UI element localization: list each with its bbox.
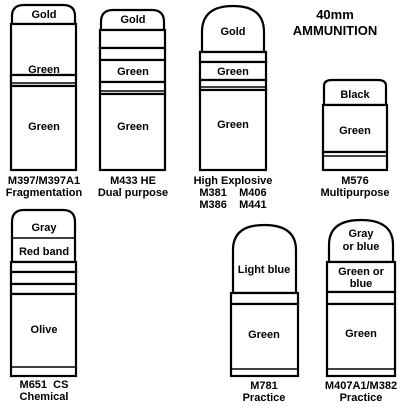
round-m651-section-2: Red band xyxy=(19,246,69,258)
round-m397-section-3: Green xyxy=(28,121,60,133)
round-he-caption-1: High Explosive xyxy=(194,175,273,187)
round-m407a1-section-5: Green xyxy=(345,328,377,340)
round-m433-section-1: Gold xyxy=(120,14,145,26)
title-line-1: 40mm xyxy=(316,7,354,22)
round-high-explosive: Gold Green Green High Explosive M381 M40… xyxy=(194,4,273,211)
round-m407a1-section-4: blue xyxy=(350,278,373,290)
round-he-section-2: Green xyxy=(217,66,249,78)
round-m651-caption-2: Chemical xyxy=(20,391,69,403)
round-m576-section-1: Black xyxy=(340,89,370,101)
round-m397-caption-1: M397/M397A1 xyxy=(8,175,80,187)
round-m781-caption-1: M781 xyxy=(250,380,278,392)
round-m397-caption-2: Fragmentation xyxy=(6,187,83,199)
round-he-caption-3: M386 M441 xyxy=(199,199,266,211)
round-m433-caption-1: M433 HE xyxy=(110,175,156,187)
round-m576-section-2: Green xyxy=(339,125,371,137)
round-m407a1-caption-1: M407A1/M382 xyxy=(325,380,397,392)
round-m397: Gold Green Green M397/M397A1 Fragmentati… xyxy=(6,3,83,199)
round-m433-caption-2: Dual purpose xyxy=(98,187,168,199)
round-m651-section-1: Gray xyxy=(31,222,57,234)
round-m781: Light blue Green M781 Practice xyxy=(229,223,300,404)
round-m576-caption-1: M576 xyxy=(341,175,369,187)
title-line-2: AMMUNITION xyxy=(293,23,378,38)
round-m397-section-2: Green xyxy=(28,64,60,76)
round-m397-section-1: Gold xyxy=(31,9,56,21)
round-he-section-3: Green xyxy=(217,119,249,131)
round-m407a1-section-3: Green or xyxy=(338,266,385,278)
round-m576: Black Green M576 Multipurpose xyxy=(320,78,390,199)
round-m651-section-3: Olive xyxy=(31,324,58,336)
round-m781-section-2: Green xyxy=(248,329,280,341)
round-m433-section-3: Green xyxy=(117,121,149,133)
round-m651: Gray Red band Olive M651 CS Chemical xyxy=(9,208,78,403)
round-he-section-1: Gold xyxy=(220,26,245,38)
round-m781-section-1: Light blue xyxy=(238,264,291,276)
round-m651-caption-1: M651 CS xyxy=(20,379,69,391)
round-m433-section-2: Green xyxy=(117,66,149,78)
round-m781-caption-2: Practice xyxy=(243,392,286,404)
round-m407a1-caption-2: Practice xyxy=(340,392,383,404)
round-m407a1-section-2: or blue xyxy=(343,241,380,253)
round-m407a1: Gray or blue Green or blue Green M407A1/… xyxy=(325,218,397,404)
round-he-caption-2: M381 M406 xyxy=(199,187,266,199)
round-m576-caption-2: Multipurpose xyxy=(320,187,389,199)
round-m433: Gold Green Green M433 HE Dual purpose xyxy=(98,8,168,199)
round-m407a1-section-1: Gray xyxy=(348,228,374,240)
